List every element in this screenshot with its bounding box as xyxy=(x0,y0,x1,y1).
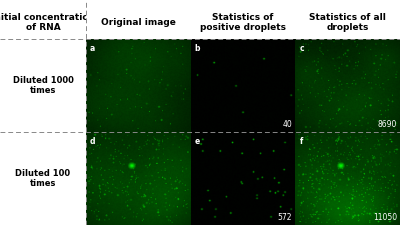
Text: e: e xyxy=(195,137,200,146)
Text: d: d xyxy=(90,137,96,146)
Text: b: b xyxy=(195,44,200,53)
Text: Diluted 1000
times: Diluted 1000 times xyxy=(12,76,73,95)
Text: 8690: 8690 xyxy=(378,120,397,129)
Text: Statistics of
positive droplets: Statistics of positive droplets xyxy=(200,13,286,32)
Text: 11050: 11050 xyxy=(373,213,397,222)
Text: f: f xyxy=(300,137,303,146)
Text: Original image: Original image xyxy=(101,18,176,27)
Text: 40: 40 xyxy=(282,120,292,129)
Text: 572: 572 xyxy=(278,213,292,222)
Text: c: c xyxy=(300,44,304,53)
Text: Initial concentration
of RNA: Initial concentration of RNA xyxy=(0,13,95,32)
Text: Statistics of all
droplets: Statistics of all droplets xyxy=(309,13,386,32)
Text: Diluted 100
times: Diluted 100 times xyxy=(15,169,70,188)
Text: a: a xyxy=(90,44,95,53)
